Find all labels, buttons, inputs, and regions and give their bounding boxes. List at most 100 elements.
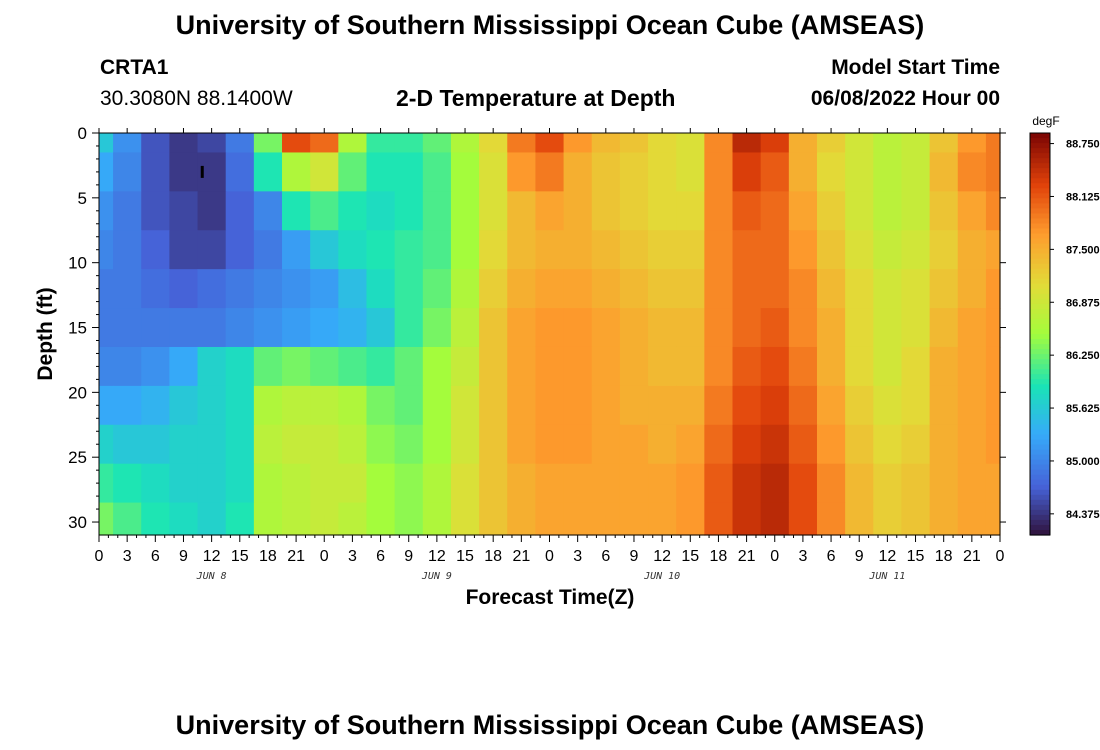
heatmap-cell — [873, 424, 903, 465]
heatmap-cell — [197, 230, 227, 270]
y-tick-label: 20 — [68, 383, 87, 402]
heatmap-cell — [648, 346, 677, 387]
colorbar-segment — [1030, 153, 1050, 159]
heatmap-cell — [901, 269, 931, 309]
heatmap-cell — [507, 502, 537, 536]
heatmap-cell — [197, 191, 227, 231]
heatmap-cell — [676, 424, 705, 465]
heatmap-cell — [591, 463, 621, 504]
colorbar-unit: degF — [1032, 114, 1059, 128]
x-tick-label: 12 — [653, 548, 671, 565]
heatmap-cell — [704, 308, 734, 348]
heatmap-cell — [450, 133, 480, 154]
heatmap-cell — [141, 230, 170, 270]
heatmap-cell — [310, 424, 339, 465]
heatmap-cell — [760, 385, 790, 426]
heatmap-cell — [450, 308, 480, 348]
colorbar-tick-label: 86.875 — [1066, 297, 1100, 309]
heatmap-cell — [507, 269, 537, 309]
heatmap-cell — [394, 308, 424, 348]
heatmap-cell — [676, 385, 705, 426]
colorbar-segment — [1030, 394, 1050, 400]
heatmap-cell — [591, 424, 621, 465]
heatmap-cell — [535, 152, 565, 192]
heatmap-cell — [99, 424, 114, 465]
heatmap-cell — [253, 463, 283, 504]
colorbar-segment — [1030, 509, 1050, 516]
heatmap-cell — [479, 230, 508, 270]
x-tick-label: 0 — [770, 548, 779, 565]
colorbar-segment — [1030, 213, 1050, 220]
heatmap-cell — [310, 152, 339, 192]
x-tick-label: 18 — [710, 548, 728, 565]
heatmap-cell — [901, 308, 931, 348]
heatmap-cell — [422, 463, 452, 504]
colorbar-segment — [1030, 243, 1050, 250]
heatmap-cell — [422, 191, 452, 231]
heatmap-cell — [760, 502, 790, 536]
heatmap-cell — [366, 269, 396, 309]
heatmap-cell — [310, 385, 339, 426]
heatmap-cell — [99, 463, 114, 504]
heatmap-cell — [563, 269, 593, 309]
colorbar-segment — [1030, 163, 1050, 169]
x-tick-label: 12 — [203, 548, 221, 565]
heatmap-cell — [732, 133, 762, 154]
heatmap-cell — [253, 502, 283, 536]
heatmap-cell — [563, 133, 593, 154]
heatmap-cell — [704, 269, 734, 309]
heatmap-cell — [873, 502, 903, 536]
heatmap-cell — [845, 230, 874, 270]
heatmap-cell — [873, 385, 903, 426]
heatmap-cell — [845, 463, 874, 504]
heatmap-cell — [648, 269, 677, 309]
colorbar-segment — [1030, 504, 1050, 511]
heatmap-cell — [676, 463, 705, 504]
colorbar-segment — [1030, 374, 1050, 380]
heatmap-cell — [422, 385, 452, 426]
heatmap-cell — [197, 269, 227, 309]
x-tick-label: 6 — [827, 548, 836, 565]
x-tick-label: 3 — [123, 548, 132, 565]
heatmap-cell — [422, 230, 452, 270]
heatmap-cell — [563, 191, 593, 231]
heatmap-cell — [338, 463, 368, 504]
heatmap-cell — [816, 191, 846, 231]
heatmap-cell — [450, 269, 480, 309]
heatmap-cell — [141, 191, 170, 231]
day-label: JUN 8 — [196, 571, 227, 582]
colorbar-segment — [1030, 303, 1050, 310]
heatmap-cell — [816, 269, 846, 309]
heatmap-cell — [845, 502, 874, 536]
heatmap-cell — [929, 463, 959, 504]
x-tick-label: 12 — [878, 548, 896, 565]
heatmap-cell — [338, 308, 368, 348]
day-label: JUN 11 — [868, 571, 905, 582]
heatmap-cell — [169, 152, 199, 192]
y-tick-label: 25 — [68, 448, 87, 467]
heatmap-cell — [563, 308, 593, 348]
heatmap-cell — [113, 502, 142, 536]
heatmap-cell — [479, 424, 508, 465]
heatmap-cell — [957, 152, 987, 192]
heatmap-cell — [253, 424, 283, 465]
heatmap-cell — [450, 463, 480, 504]
colorbar-segment — [1030, 524, 1050, 531]
heatmap-cell — [113, 269, 142, 309]
heatmap-cell — [788, 152, 818, 192]
heatmap-cell — [648, 230, 677, 270]
heatmap-cell — [450, 502, 480, 536]
heatmap-cell — [282, 424, 311, 465]
colorbar-segment — [1030, 409, 1050, 415]
heatmap-cell — [338, 191, 368, 231]
heatmap-cell — [732, 152, 762, 192]
x-tick-label: 3 — [348, 548, 357, 565]
y-tick-label: 30 — [68, 513, 87, 532]
heatmap-cell — [450, 152, 480, 192]
heatmap-cell — [676, 191, 705, 231]
colorbar-segment — [1030, 148, 1050, 154]
colorbar-segment — [1030, 323, 1050, 330]
colorbar-segment — [1030, 183, 1050, 189]
heatmap-cell — [366, 502, 396, 536]
heatmap-cell — [422, 502, 452, 536]
